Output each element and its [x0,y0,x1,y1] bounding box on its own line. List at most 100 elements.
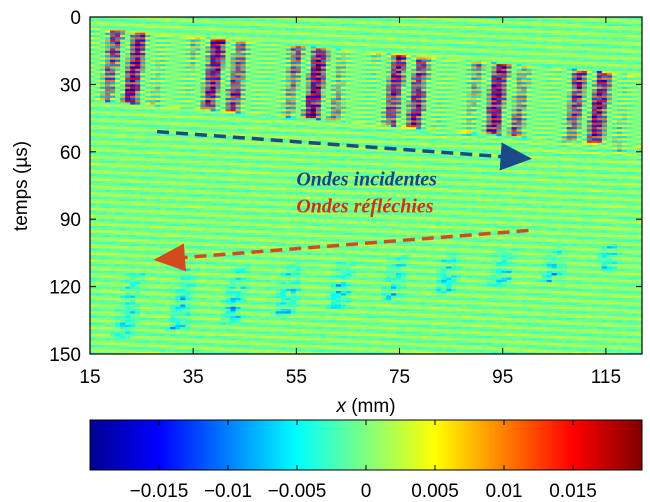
heatmap-cell [391,46,397,50]
heatmap-cell [210,52,217,56]
heatmap-cell [130,23,136,27]
heatmap-cell [571,66,578,70]
heatmap-cell [401,37,407,41]
heatmap-cell [205,59,212,63]
heatmap-cell [130,19,136,23]
heatmap-cell [526,19,533,23]
heatmap-cell [155,50,161,54]
heatmap-cell [295,37,302,41]
heatmap-cell [471,52,477,56]
heatmap-cell [245,25,252,29]
heatmap-cell [235,50,242,54]
heatmap-cell [556,21,563,25]
heatmap-cell [431,46,437,50]
heatmap-cell [140,64,146,68]
heatmap-cell [130,34,136,38]
heatmap-cell [416,34,422,38]
heatmap-cell [556,59,563,63]
heatmap-cell [100,25,106,29]
heatmap-cell [95,21,101,25]
heatmap-cell [456,61,462,65]
heatmap-cell [526,46,533,50]
heatmap-cell [621,59,628,63]
heatmap-cell [601,61,608,65]
heatmap-cell [401,52,407,56]
heatmap-cell [125,21,131,25]
heatmap-cell [90,32,96,36]
heatmap-cell [406,43,412,47]
heatmap-cell [496,61,503,65]
heatmap-cell [105,48,111,52]
heatmap-cell [511,23,518,27]
heatmap-cell [551,48,558,52]
heatmap-cell [185,52,191,56]
heatmap-cell [581,48,588,52]
heatmap-cell [391,32,397,36]
heatmap-cell [536,43,543,47]
heatmap-cell [355,64,362,68]
heatmap-cell [471,59,477,63]
heatmap-cell [561,43,568,47]
heatmap-cell [541,23,548,27]
heatmap-cell [195,50,201,54]
heatmap-cell [110,68,116,72]
heatmap-cell [200,32,207,36]
heatmap-cell [215,61,222,65]
heatmap-cell [350,48,357,52]
heatmap-cell [606,64,613,68]
heatmap-cell [305,21,312,25]
heatmap-cell [591,28,598,32]
heatmap-cell [476,41,483,45]
heatmap-cell [411,52,417,56]
heatmap-cell [270,34,277,38]
heatmap-cell [401,25,407,29]
heatmap-cell [300,37,307,41]
heatmap-cell [576,55,583,59]
heatmap-cell [325,25,332,29]
heatmap-cell [541,57,548,61]
heatmap-cell [90,23,96,27]
heatmap-cell [451,23,457,27]
heatmap-cell [571,50,578,54]
heatmap-cell [150,25,156,29]
heatmap-cell [185,39,191,43]
heatmap-cell [611,28,618,32]
heatmap-cell [396,17,402,20]
heatmap-cell [611,23,618,27]
heatmap-cell [401,66,407,70]
heatmap-cell [616,25,623,29]
heatmap-cell [366,50,372,54]
heatmap-cell [546,46,553,50]
heatmap-cell [260,39,267,43]
heatmap-cell [325,61,332,65]
heatmap-cell [250,50,257,54]
heatmap-cell [591,43,598,47]
heatmap-cell [406,66,412,70]
heatmap-cell [165,66,171,70]
heatmap-cell [426,48,432,52]
heatmap-cell [616,43,623,47]
heatmap-cell [501,43,508,47]
heatmap-cell [411,46,417,50]
heatmap-cell [616,19,623,23]
heatmap-cell [456,66,462,70]
heatmap-cell [220,57,227,61]
heatmap-cell [391,52,397,56]
heatmap-cell [300,55,307,59]
heatmap-cell [441,34,447,38]
heatmap-cell [295,64,302,68]
heatmap-cell [501,37,508,41]
heatmap-cell [501,57,508,61]
heatmap-cell [391,19,397,23]
heatmap-cell [135,55,141,59]
heatmap-cell [371,32,377,36]
heatmap-cell [125,34,131,38]
heatmap-cell [436,23,442,27]
heatmap-cell [591,52,598,56]
heatmap-cell [576,17,583,20]
heatmap-cell [225,61,232,65]
heatmap-cell [325,23,332,27]
heatmap-cell [636,28,642,32]
heatmap-cell [411,17,417,20]
heatmap-cell [355,46,362,50]
